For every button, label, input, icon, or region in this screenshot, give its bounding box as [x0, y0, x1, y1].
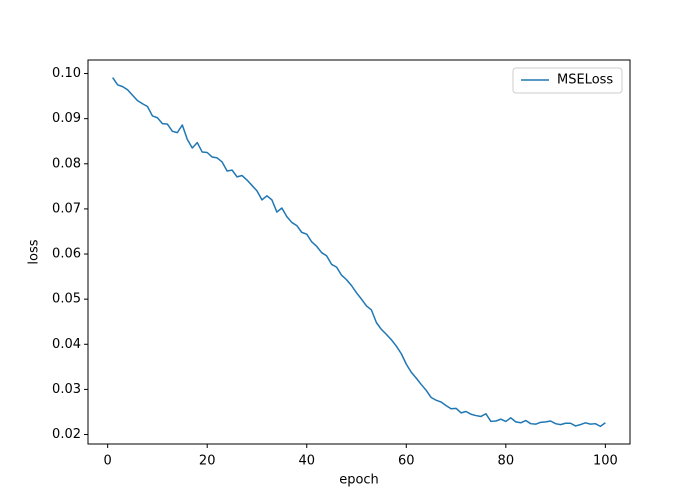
y-tick-label: 0.09	[52, 111, 81, 126]
series-line	[112, 77, 606, 428]
x-tick-label: 40	[298, 454, 315, 469]
y-tick-label: 0.07	[52, 201, 81, 216]
x-tick-label: 80	[498, 454, 515, 469]
plot-frame	[87, 59, 631, 445]
y-tick-label: 0.03	[52, 382, 81, 397]
x-axis-label: epoch	[339, 473, 379, 488]
y-tick-label: 0.06	[52, 247, 81, 262]
y-tick-label: 0.05	[52, 292, 81, 307]
y-tick-label: 0.08	[52, 156, 81, 171]
y-tick-label: 0.04	[52, 337, 81, 352]
x-tick-label: 0	[104, 454, 112, 469]
legend-box	[512, 67, 623, 94]
legend-label: MSELoss	[557, 73, 613, 88]
y-tick-label: 0.02	[52, 427, 81, 442]
x-tick-label: 60	[398, 454, 415, 469]
y-tick-label: 0.10	[52, 66, 81, 81]
y-axis-label: loss	[27, 239, 42, 264]
x-tick-label: 20	[199, 454, 216, 469]
x-tick-label: 100	[593, 454, 618, 469]
